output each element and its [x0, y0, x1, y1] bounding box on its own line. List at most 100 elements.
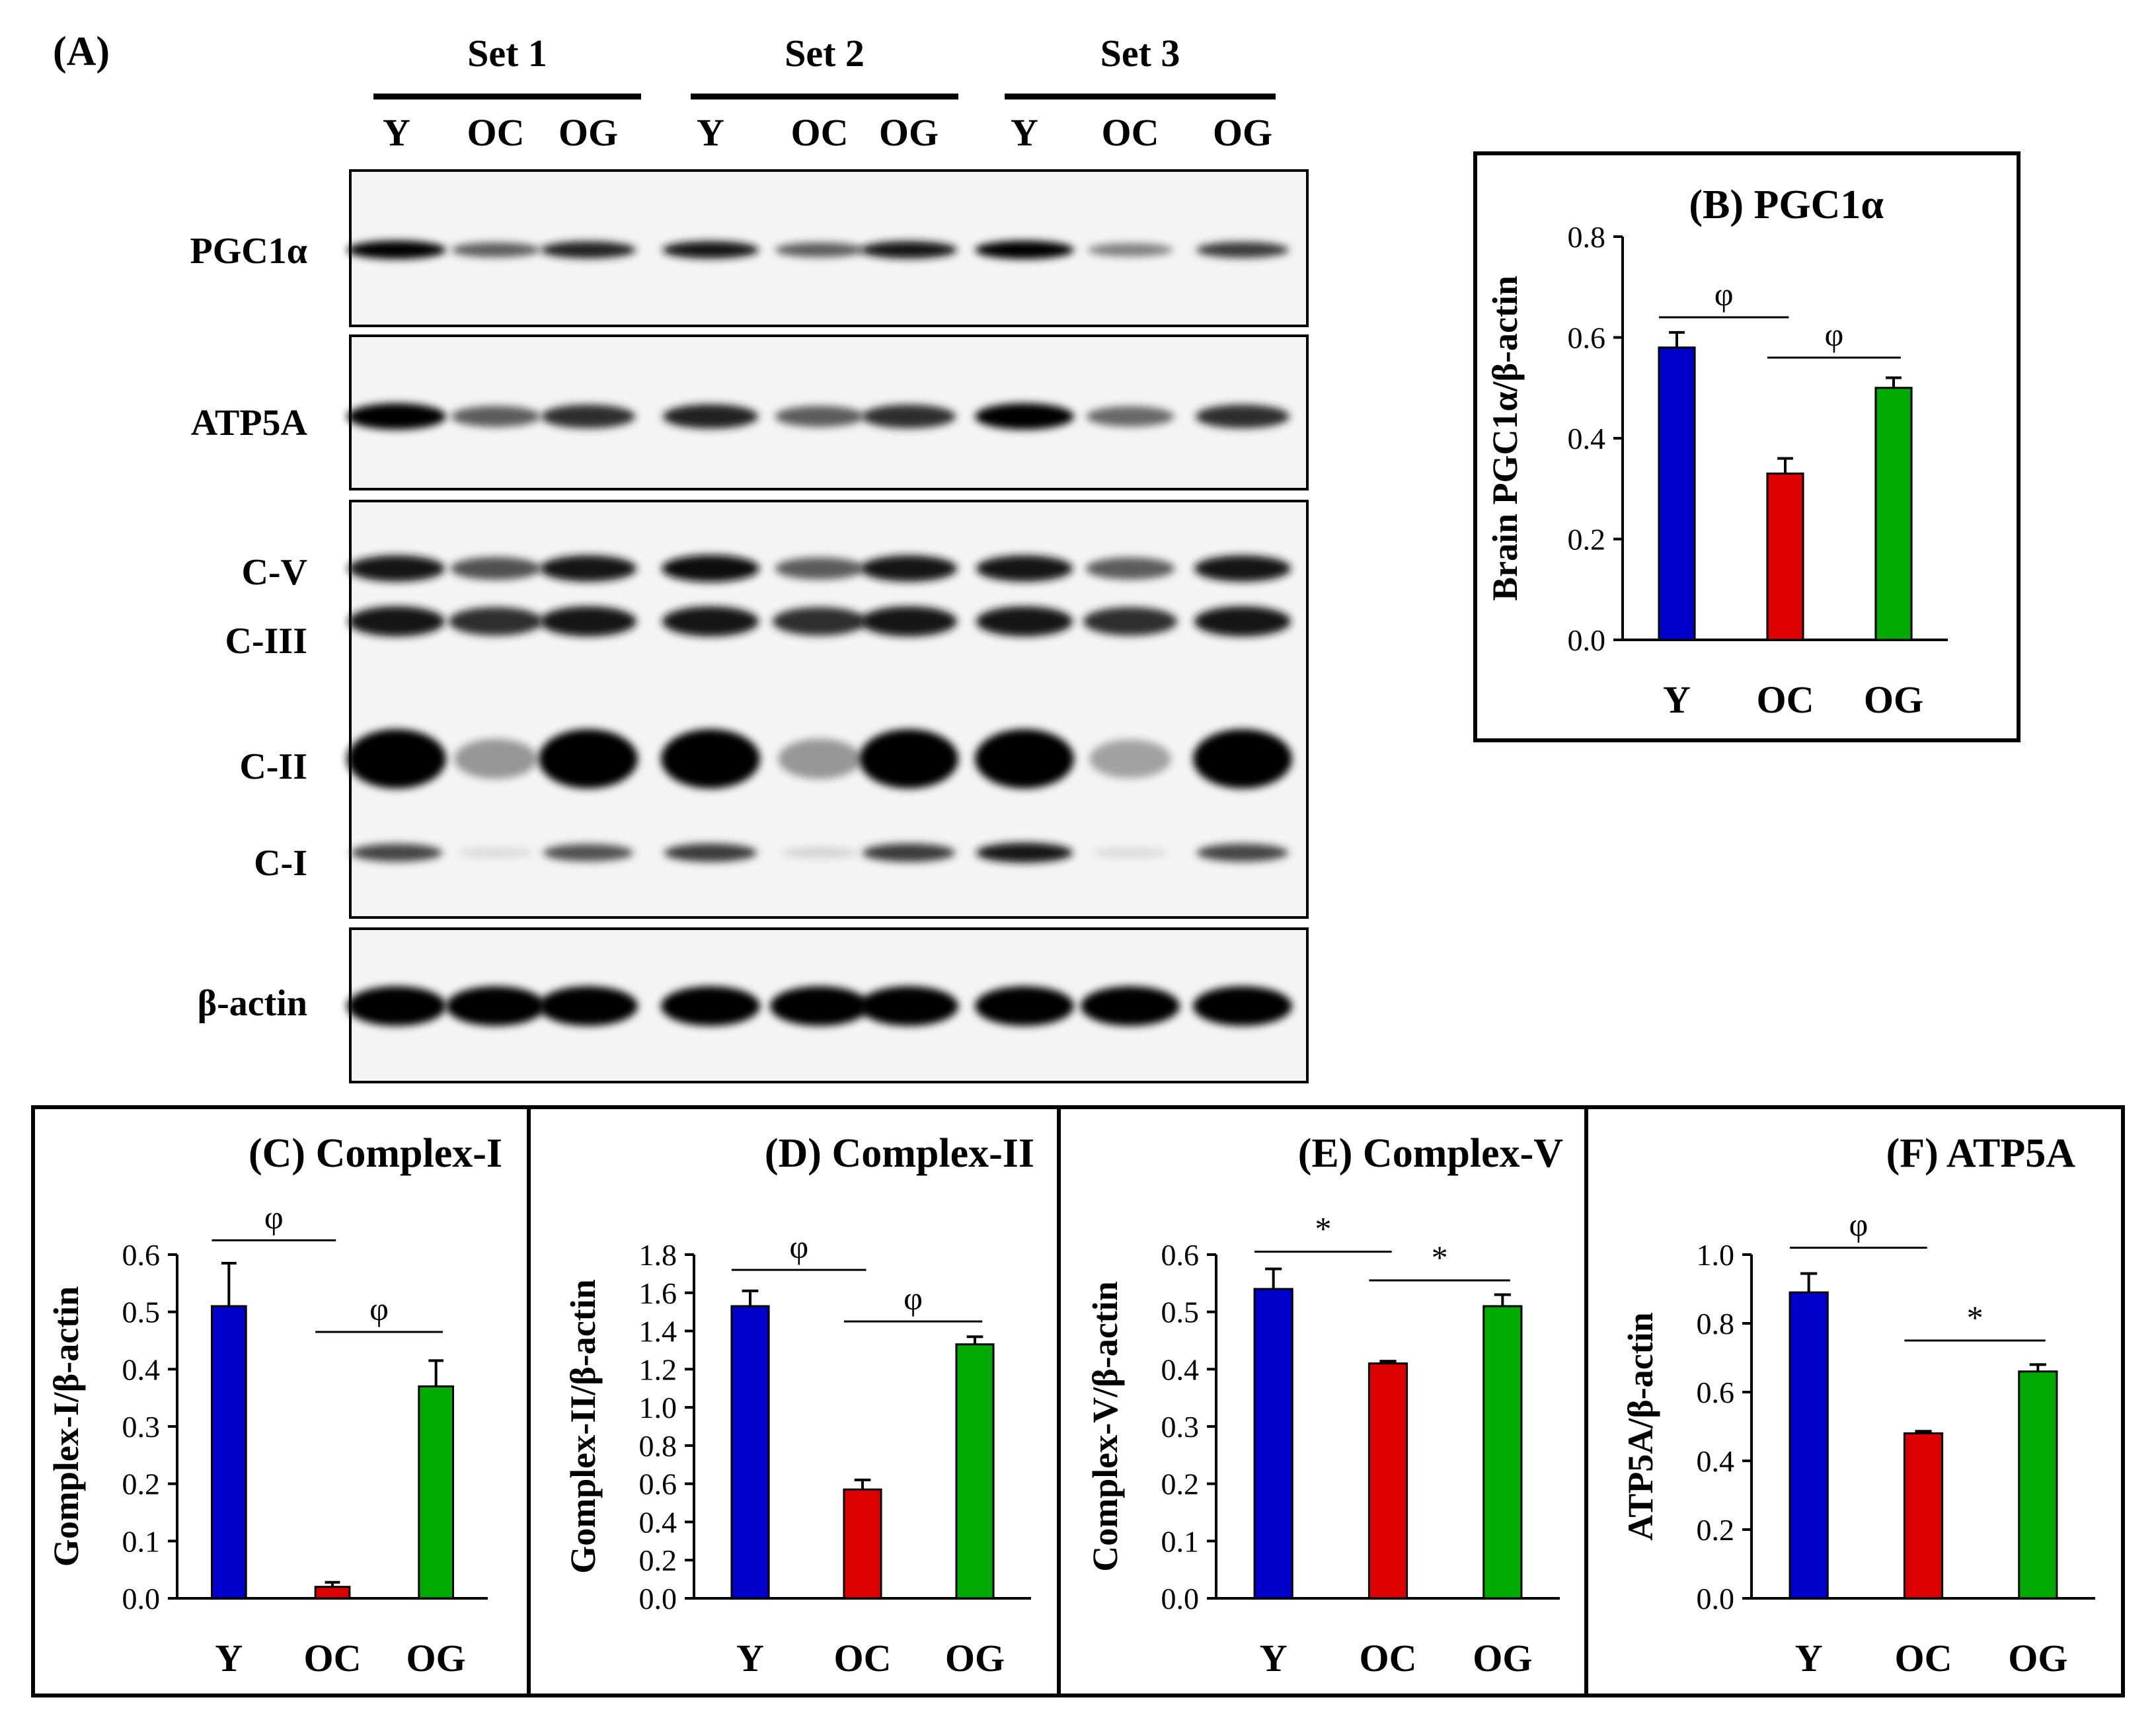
bar-oc [1903, 1432, 1944, 1600]
blot-band [451, 242, 541, 258]
lane-label-og: OG [879, 111, 939, 154]
y-tick-label: 0.1 [1161, 1524, 1200, 1558]
blot-band [1085, 557, 1175, 580]
western-blot-panel: (A) Set 1 Y OC OG Set 2 Y OC OG Set 3 Y OC OG PGC1α… [53, 29, 1309, 1083]
x-tick-label: Y [215, 1637, 243, 1680]
y-tick-label: 0.0 [639, 1582, 677, 1616]
x-tick-label: Y [1795, 1637, 1823, 1680]
y-tick-label: 0.4 [639, 1505, 677, 1539]
x-tick-label: OC [834, 1637, 892, 1680]
set-label-3: Set 3 [1100, 32, 1180, 75]
blot-band [661, 729, 760, 789]
blot-label: ATP5A [191, 403, 308, 444]
significance-symbol: * [1315, 1210, 1331, 1247]
x-tick-label: OG [1473, 1637, 1532, 1680]
significance-symbol: φ [1714, 276, 1734, 313]
blot-band [539, 555, 637, 582]
y-axis-label: ATP5A/β-actin [1621, 1312, 1660, 1540]
blot-band [1196, 241, 1290, 258]
y-axis-label: Gomplex-I/β-actin [46, 1286, 86, 1567]
blot-band [860, 241, 958, 259]
blot-band [975, 241, 1074, 259]
chart-title: (F) ATP5A [1886, 1131, 2076, 1176]
y-tick-label: 0.3 [122, 1410, 161, 1444]
x-tick-label: OC [1360, 1637, 1417, 1680]
blot-band [1193, 986, 1292, 1026]
y-tick-label: 0.8 [1697, 1307, 1735, 1341]
blot-band [775, 242, 865, 258]
blot-band [347, 241, 446, 259]
y-tick-label: 0.0 [1697, 1582, 1735, 1616]
y-tick-label: 1.6 [639, 1276, 677, 1310]
blot-band [1083, 607, 1178, 636]
blot-band [1092, 847, 1169, 859]
blot-band [457, 847, 534, 859]
bar-og [418, 1385, 455, 1600]
blot-label: C-V [241, 552, 307, 593]
significance-symbol: φ [1824, 316, 1843, 353]
bar-oc [1766, 472, 1804, 641]
significance-symbol: φ [264, 1198, 284, 1235]
lane-label-oc: OC [1102, 111, 1159, 154]
blot-band [539, 986, 638, 1026]
blot-band [781, 847, 858, 859]
blot-label: C-I [254, 843, 307, 884]
blot-band [1081, 986, 1180, 1026]
blot-band [862, 843, 956, 862]
blot-band [778, 738, 861, 779]
blot-band [1196, 843, 1289, 862]
blot-label: β-actin [198, 983, 307, 1024]
blot-band [1193, 729, 1292, 789]
blot-band [1087, 243, 1173, 257]
y-tick-label: 0.0 [1161, 1582, 1200, 1616]
y-axis-label: Gomplex-II/β-actin [563, 1279, 603, 1573]
chart-title: (C) Complex-I [249, 1131, 502, 1176]
y-tick-label: 0.0 [122, 1582, 161, 1616]
y-tick-label: 0.5 [122, 1296, 161, 1329]
blot-band [976, 606, 1073, 637]
blot-band [775, 557, 865, 580]
y-tick-label: 0.2 [1568, 523, 1606, 557]
bar-oc [314, 1586, 351, 1600]
y-tick-label: 0.8 [1568, 220, 1606, 254]
blot-band [661, 555, 760, 582]
blot-band [347, 403, 446, 430]
bar-y [210, 1305, 247, 1600]
y-tick-label: 1.2 [639, 1352, 677, 1386]
y-tick-label: 0.2 [639, 1543, 677, 1577]
blot-band [975, 729, 1074, 789]
lane-label-y: Y [383, 111, 410, 154]
blot-label: PGC1α [190, 231, 307, 272]
blot-band [446, 986, 545, 1026]
blot-band [860, 606, 958, 637]
significance-symbol: φ [369, 1290, 389, 1327]
x-tick-label: OG [2008, 1637, 2067, 1680]
y-tick-label: 0.2 [122, 1467, 161, 1501]
blot-band [543, 843, 634, 862]
y-tick-label: 0.4 [1697, 1444, 1735, 1478]
lane-label-oc: OC [791, 111, 849, 154]
x-tick-label: Y [1663, 678, 1691, 721]
blot-band [348, 606, 445, 637]
blot-band [1086, 406, 1174, 427]
blot-band [975, 986, 1074, 1026]
blot-band [859, 729, 958, 789]
chart-title: (B) PGC1α [1689, 182, 1884, 227]
blot-band [454, 738, 537, 779]
blot-band [448, 607, 543, 636]
lane-label-og: OG [1213, 111, 1272, 154]
bar-y [730, 1305, 770, 1600]
y-tick-label: 0.6 [1697, 1376, 1735, 1409]
significance-symbol: φ [789, 1228, 808, 1265]
significance-symbol: φ [1849, 1206, 1868, 1243]
blot-band [861, 405, 956, 428]
y-tick-label: 0.2 [1161, 1467, 1200, 1501]
chart-frame [31, 1105, 531, 1697]
blot-band [975, 403, 1074, 430]
blot-band [350, 843, 443, 862]
bar-y [1658, 346, 1696, 641]
bar-og [2018, 1370, 2058, 1600]
x-tick-label: OG [945, 1637, 1005, 1680]
blot-band [347, 729, 446, 789]
